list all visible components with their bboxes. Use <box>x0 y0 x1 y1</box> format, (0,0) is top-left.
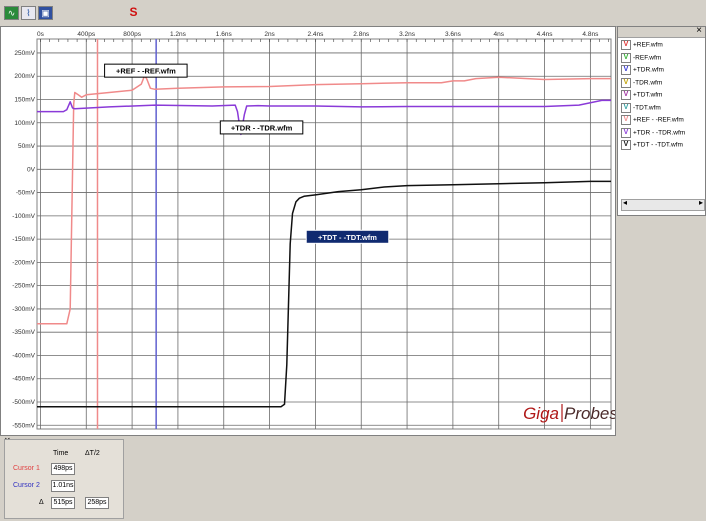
x-tick-label: 3.6ns <box>445 31 462 38</box>
cursor1-time[interactable]: 498ps <box>51 463 75 475</box>
legend-item[interactable]: V +TDT - -TDT.wfm <box>621 140 683 150</box>
watermark-logo-part1: Giga <box>523 404 559 423</box>
x-tick-label: 800ps <box>123 31 141 38</box>
x-tick-label: 4.4ns <box>537 31 554 38</box>
series-annotation-box <box>104 63 188 78</box>
series-annotation-box <box>305 229 390 244</box>
series-annotation-label: +REF - -REF.wfm <box>116 67 176 76</box>
x-tick-label: 400ps <box>77 31 95 38</box>
legend-item[interactable]: V +REF.wfm <box>621 40 663 50</box>
visibility-toggle-icon[interactable]: V <box>621 90 631 100</box>
visibility-toggle-icon[interactable]: V <box>621 65 631 75</box>
delta-label: Δ <box>39 499 44 506</box>
series-annotation-box <box>219 120 304 135</box>
legend-scrollbar[interactable]: ◂ ▸ <box>621 198 705 211</box>
scroll-left-icon[interactable]: ◂ <box>623 198 628 207</box>
cursor-panel: ✕ Time ΔT/2 Cursor 1 498ps Cursor 2 1.01… <box>0 436 706 521</box>
y-tick-label: 250mV <box>14 50 35 57</box>
y-tick-label: -450mV <box>12 376 35 383</box>
y-tick-label: -50mV <box>16 190 36 197</box>
series-line <box>37 99 611 136</box>
y-tick-label: -100mV <box>12 213 35 220</box>
delta-time: 515ps <box>51 497 75 509</box>
cursor2-label: Cursor 2 <box>13 482 40 489</box>
series-annotation-label: +TDT - -TDT.wfm <box>318 233 377 242</box>
cursor2-time[interactable]: 1.01ns <box>51 480 75 492</box>
x-tick-label: 0s <box>37 31 45 38</box>
legend-item-label: -TDR.wfm <box>633 79 663 87</box>
y-tick-label: -300mV <box>12 306 35 313</box>
y-tick-label: 100mV <box>14 120 35 127</box>
series-line <box>37 74 611 325</box>
y-tick-label: -150mV <box>12 236 35 243</box>
legend-item-label: +TDR.wfm <box>633 66 664 74</box>
x-tick-label: 4.8ns <box>582 31 599 38</box>
legend-item-label: +REF.wfm <box>633 41 663 49</box>
legend-item-label: +TDT - -TDT.wfm <box>633 141 683 149</box>
legend-item[interactable]: V +TDT.wfm <box>621 90 662 100</box>
y-tick-label: -200mV <box>12 259 35 266</box>
y-tick-label: -550mV <box>12 422 35 429</box>
close-icon[interactable]: × <box>696 25 702 36</box>
legend-item[interactable]: V +REF - -REF.wfm <box>621 115 684 125</box>
x-tick-label: 1.2ns <box>170 31 187 38</box>
visibility-toggle-icon[interactable]: V <box>621 140 631 150</box>
visibility-toggle-icon[interactable]: V <box>621 77 631 88</box>
legend-titlebar: × <box>618 25 705 38</box>
legend-item[interactable]: V +TDR - -TDR.wfm <box>621 127 686 138</box>
y-tick-label: -350mV <box>12 329 35 336</box>
y-tick-label: 50mV <box>18 143 36 150</box>
visibility-toggle-icon[interactable]: V <box>621 40 631 50</box>
legend-item-label: +REF - -REF.wfm <box>633 116 684 124</box>
x-tick-label: 1.6ns <box>216 31 233 38</box>
cursor1-label: Cursor 1 <box>13 465 40 472</box>
watermark-logo-part2: Probes <box>564 404 615 423</box>
legend-item-label: -TDT.wfm <box>633 104 661 112</box>
legend-item[interactable]: V -TDT.wfm <box>621 102 661 113</box>
y-tick-label: -250mV <box>12 283 35 290</box>
series-annotation-label: +TDR - -TDR.wfm <box>231 123 293 132</box>
visibility-toggle-icon[interactable]: V <box>621 115 631 125</box>
legend-item[interactable]: V -TDR.wfm <box>621 77 663 88</box>
time-column-header: Time <box>53 450 69 457</box>
legend-item[interactable]: V -REF.wfm <box>621 52 662 63</box>
series-line <box>37 180 611 408</box>
x-tick-label: 2ns <box>264 31 275 38</box>
x-tick-label: 3.2ns <box>399 31 416 38</box>
waveform-chart: 0s 400ps 800ps 1.2ns 1.6ns 2ns 2.4ns 2.8ns 3.2ns… <box>12 31 618 430</box>
y-tick-label: -400mV <box>12 352 35 359</box>
y-tick-label: 200mV <box>14 73 35 80</box>
timebase-icon[interactable]: ⌇ <box>21 6 36 20</box>
toolbar: ∿ ⌇ ▣ S <box>0 0 706 27</box>
y-tick-label: 0V <box>27 166 36 173</box>
y-tick-label: 150mV <box>14 97 35 104</box>
plot-area[interactable]: 0s 400ps 800ps 1.2ns 1.6ns 2ns 2.4ns 2.8ns 3.2ns… <box>0 26 618 436</box>
legend-item-label: -REF.wfm <box>633 54 662 62</box>
x-tick-label: 2.8ns <box>353 31 370 38</box>
visibility-toggle-icon[interactable]: V <box>621 127 631 138</box>
visibility-toggle-icon[interactable]: V <box>621 102 631 113</box>
delta-column-header: ΔT/2 <box>85 450 100 457</box>
visibility-toggle-icon[interactable]: V <box>621 52 631 63</box>
waveform-icon[interactable]: ∿ <box>4 6 19 20</box>
legend-item-label: +TDT.wfm <box>633 91 663 99</box>
legend-panel: × V +REF.wfm V -REF.wfm V +TDR.wfm V -TDR.wfm V +… <box>617 25 706 216</box>
delta-half-time: 258ps <box>85 497 109 509</box>
legend-item[interactable]: V +TDR.wfm <box>621 65 664 75</box>
x-tick-label: 4ns <box>493 31 504 38</box>
y-tick-label: -500mV <box>12 399 35 406</box>
scroll-right-icon[interactable]: ▸ <box>698 198 703 207</box>
s-button[interactable]: S <box>126 6 141 20</box>
legend-item-label: +TDR - -TDR.wfm <box>633 129 686 137</box>
x-tick-label: 2.4ns <box>307 31 324 38</box>
cursor-readout: Time ΔT/2 Cursor 1 498ps Cursor 2 1.01ns… <box>4 439 124 519</box>
display-icon[interactable]: ▣ <box>38 6 53 20</box>
